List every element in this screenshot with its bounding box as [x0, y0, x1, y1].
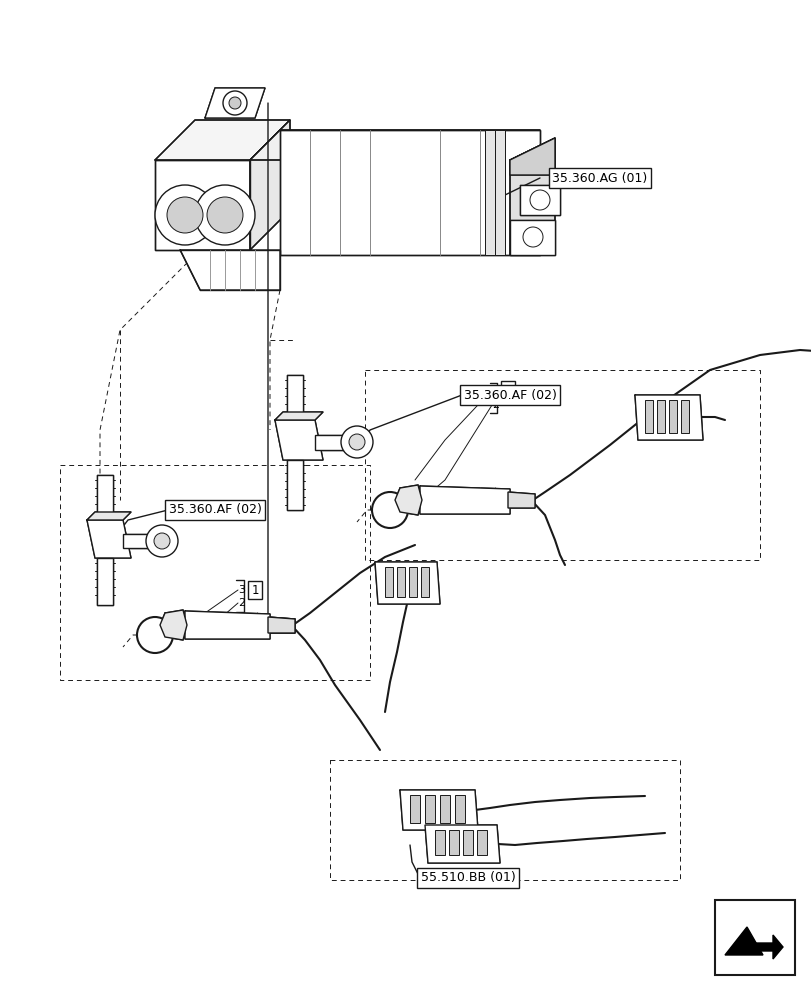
Polygon shape — [424, 795, 435, 823]
Circle shape — [530, 190, 549, 210]
Circle shape — [229, 97, 241, 109]
Polygon shape — [644, 400, 652, 433]
Circle shape — [146, 525, 178, 557]
Circle shape — [137, 617, 173, 653]
Text: 2: 2 — [491, 400, 499, 410]
Polygon shape — [286, 460, 303, 510]
Polygon shape — [476, 830, 487, 855]
Polygon shape — [668, 400, 676, 433]
Circle shape — [167, 197, 203, 233]
Polygon shape — [440, 795, 449, 823]
Polygon shape — [180, 250, 280, 290]
Polygon shape — [484, 130, 495, 255]
Polygon shape — [97, 475, 113, 520]
Polygon shape — [400, 790, 478, 830]
Polygon shape — [397, 567, 405, 597]
Polygon shape — [435, 830, 444, 855]
Polygon shape — [185, 611, 270, 639]
Polygon shape — [204, 88, 264, 118]
Polygon shape — [724, 927, 762, 955]
Polygon shape — [375, 562, 440, 604]
Polygon shape — [410, 795, 419, 823]
Polygon shape — [419, 486, 509, 514]
Polygon shape — [250, 120, 290, 250]
Polygon shape — [275, 412, 323, 420]
Polygon shape — [122, 534, 160, 548]
Circle shape — [371, 492, 407, 528]
Circle shape — [223, 91, 247, 115]
Polygon shape — [280, 130, 539, 255]
Text: 35.360.AF (02): 35.360.AF (02) — [169, 504, 261, 516]
Polygon shape — [448, 830, 458, 855]
Circle shape — [349, 434, 365, 450]
Text: 3: 3 — [491, 385, 499, 395]
Polygon shape — [250, 130, 539, 160]
Circle shape — [522, 227, 543, 247]
Polygon shape — [508, 492, 534, 508]
Text: 2: 2 — [238, 598, 245, 608]
Polygon shape — [87, 512, 131, 520]
Text: 1: 1 — [504, 383, 511, 396]
Polygon shape — [286, 375, 303, 420]
Polygon shape — [509, 138, 554, 255]
Polygon shape — [315, 435, 354, 450]
Polygon shape — [97, 558, 113, 605]
Polygon shape — [509, 220, 554, 255]
Polygon shape — [275, 420, 323, 460]
Bar — [714, 900, 794, 975]
Text: 55.510.BB (01): 55.510.BB (01) — [420, 871, 515, 884]
Text: 1: 1 — [251, 584, 259, 596]
Circle shape — [341, 426, 372, 458]
Polygon shape — [160, 610, 187, 640]
Polygon shape — [409, 567, 417, 597]
Text: 3: 3 — [238, 585, 245, 595]
Polygon shape — [509, 138, 554, 175]
Circle shape — [195, 185, 255, 245]
Polygon shape — [268, 617, 294, 633]
Polygon shape — [634, 395, 702, 440]
Circle shape — [154, 533, 169, 549]
Polygon shape — [744, 935, 782, 959]
Polygon shape — [495, 130, 504, 255]
Polygon shape — [656, 400, 664, 433]
Polygon shape — [680, 400, 689, 433]
Text: 35.360.AG (01): 35.360.AG (01) — [551, 172, 647, 185]
Polygon shape — [462, 830, 473, 855]
Polygon shape — [155, 120, 290, 160]
Polygon shape — [87, 520, 131, 558]
Polygon shape — [155, 160, 250, 250]
Polygon shape — [519, 185, 560, 215]
Polygon shape — [454, 795, 465, 823]
Circle shape — [155, 185, 215, 245]
Circle shape — [207, 197, 242, 233]
Polygon shape — [384, 567, 393, 597]
Polygon shape — [394, 485, 422, 515]
Text: 35.360.AF (02): 35.360.AF (02) — [463, 388, 556, 401]
Polygon shape — [420, 567, 428, 597]
Polygon shape — [424, 825, 500, 863]
